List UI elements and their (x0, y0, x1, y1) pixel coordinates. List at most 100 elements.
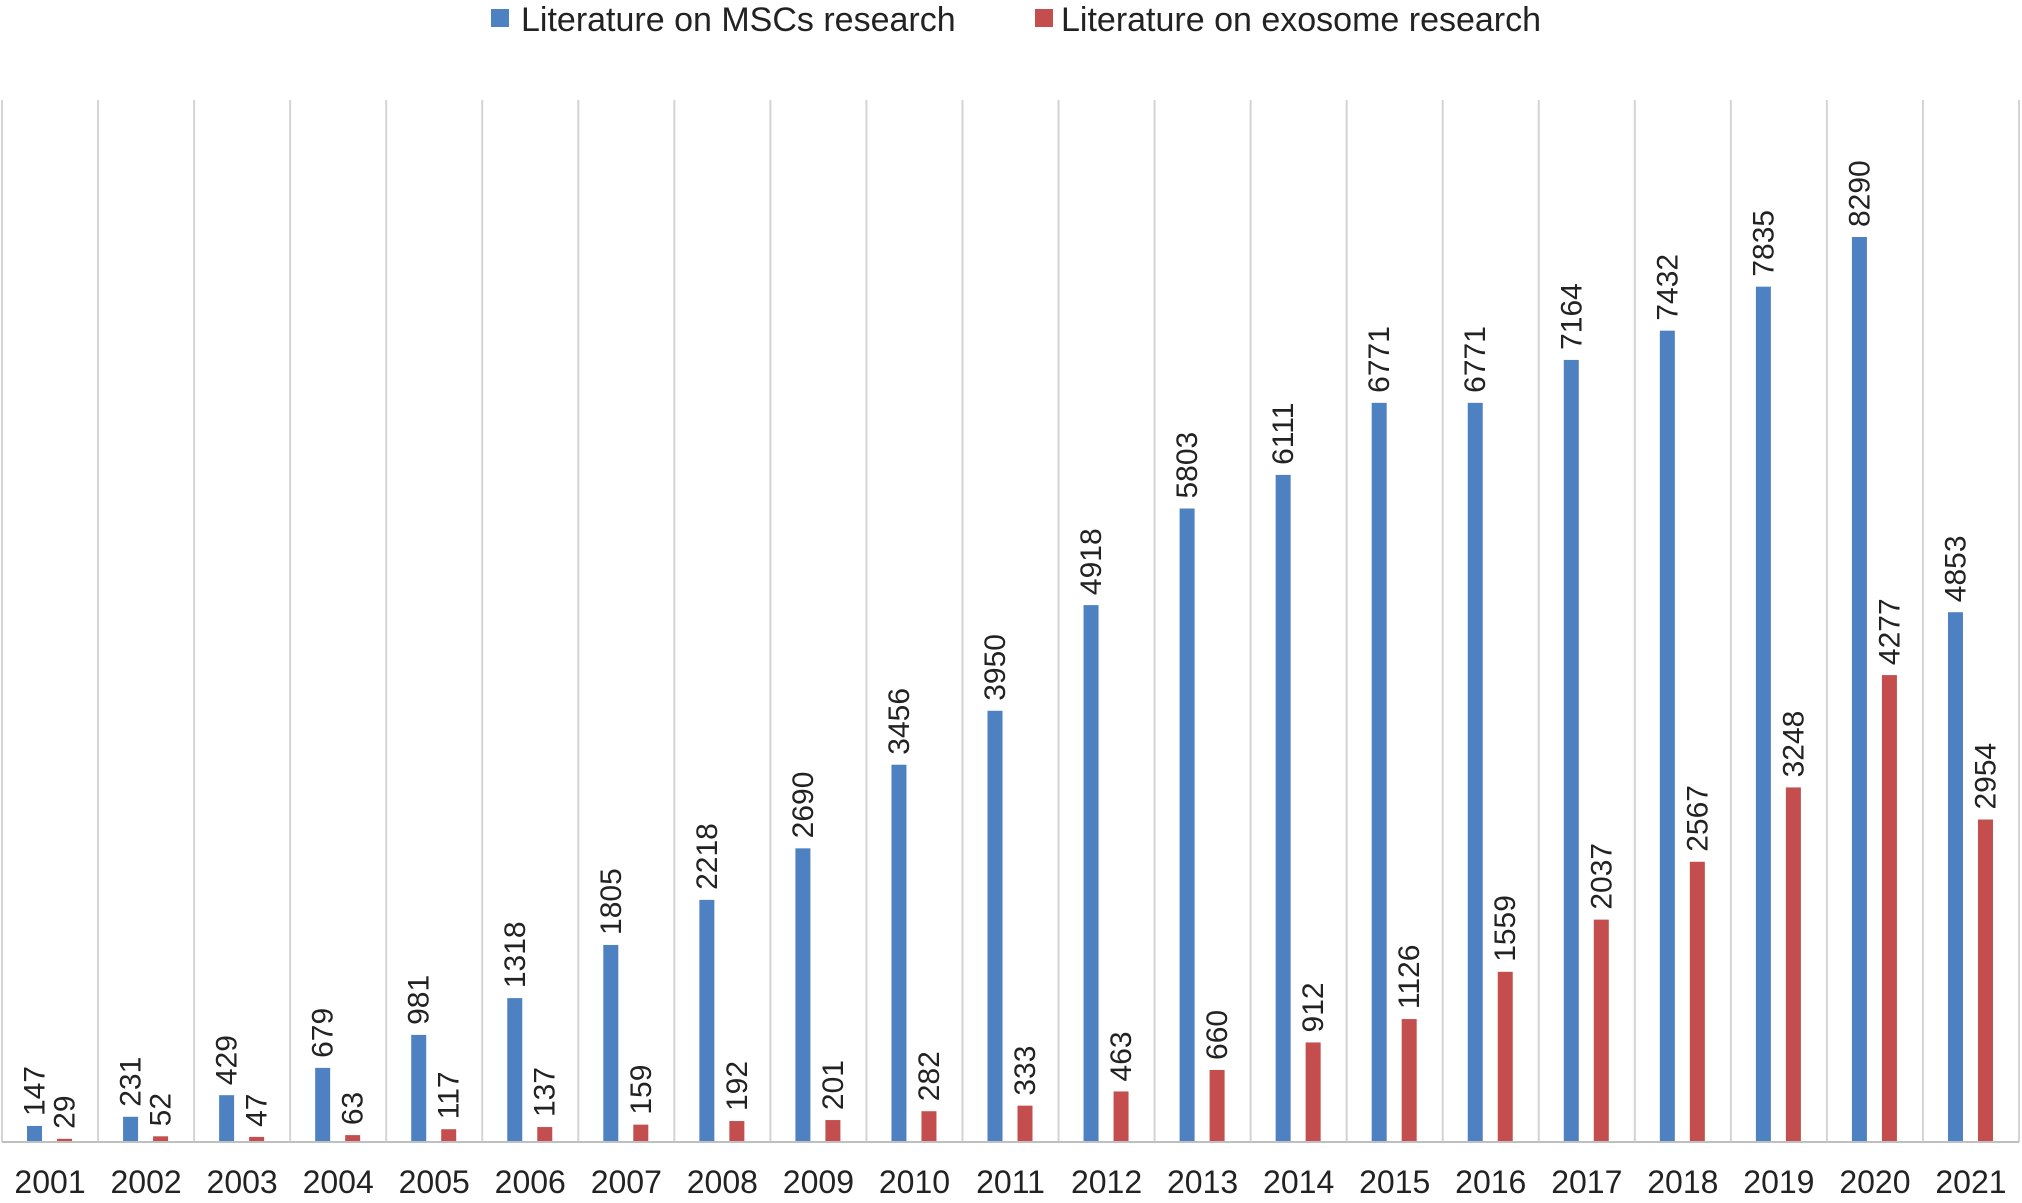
exosome-value-label-2018: 2567 (1681, 785, 1714, 852)
msc-bar-2019 (1755, 286, 1771, 1143)
msc-value-label-2012: 4918 (1075, 528, 1108, 595)
exosome-bar-2012 (1113, 1091, 1129, 1142)
x-tick-label-2008: 2008 (687, 1164, 758, 1200)
x-tick-label-2011: 2011 (976, 1164, 1045, 1200)
msc-bar-2006 (507, 998, 523, 1142)
exosome-value-label-2013: 660 (1201, 1010, 1234, 1060)
msc-bar-2002 (123, 1116, 139, 1142)
exosome-value-label-2010: 282 (913, 1051, 946, 1101)
msc-bar-2020 (1851, 237, 1867, 1142)
msc-bar-2001 (27, 1125, 43, 1142)
exosome-value-label-2006: 137 (529, 1067, 562, 1117)
exosome-value-label-2011: 333 (1009, 1046, 1042, 1096)
msc-value-label-2018: 7432 (1651, 254, 1684, 321)
x-tick-label-2002: 2002 (110, 1164, 181, 1200)
x-tick-label-2007: 2007 (591, 1164, 662, 1200)
exosome-value-label-2007: 159 (625, 1065, 658, 1115)
vertical-gridlines (1, 100, 2020, 1142)
msc-bar-2014 (1275, 474, 1291, 1142)
x-tick-label-2001: 2001 (14, 1164, 85, 1200)
msc-bar-2007 (603, 944, 619, 1142)
x-tick-label-2012: 2012 (1071, 1164, 1142, 1200)
exosome-value-label-2005: 117 (433, 1071, 466, 1119)
x-tick-label-2010: 2010 (879, 1164, 950, 1200)
exosome-value-label-2016: 1559 (1489, 895, 1522, 962)
exosome-value-label-2017: 2037 (1585, 843, 1618, 910)
exosome-bar-2008 (729, 1121, 745, 1142)
msc-value-label-2007: 1805 (595, 868, 628, 935)
msc-value-label-2003: 429 (211, 1035, 244, 1085)
x-tick-label-2020: 2020 (1839, 1164, 1910, 1200)
x-tick-label-2009: 2009 (783, 1164, 854, 1200)
x-tick-label-2018: 2018 (1647, 1164, 1718, 1200)
exosome-bar-2014 (1305, 1042, 1321, 1142)
exosome-bar-2001 (57, 1138, 73, 1142)
msc-value-label-2008: 2218 (691, 823, 724, 890)
exosome-bar-2003 (249, 1136, 265, 1142)
x-tick-label-2017: 2017 (1551, 1164, 1622, 1200)
exosome-bar-2005 (441, 1129, 457, 1142)
x-axis-tick-labels: 2001 2002 2003 2004 2005 2006 2007 2008 2009 2010… (14, 1164, 2006, 1200)
exosome-bar-2013 (1209, 1069, 1225, 1142)
msc-bar-2013 (1179, 508, 1195, 1142)
x-tick-label-2014: 2014 (1263, 1164, 1334, 1200)
exosome-bar-2004 (345, 1135, 361, 1142)
msc-bar-2015 (1371, 402, 1387, 1142)
msc-value-label-2005: 981 (403, 975, 436, 1025)
x-tick-label-2019: 2019 (1743, 1164, 1814, 1200)
msc-value-label-2014: 6111 (1267, 403, 1300, 465)
msc-bar-2016 (1467, 402, 1483, 1142)
msc-bar-2008 (699, 899, 715, 1142)
msc-value-label-2021: 4853 (1939, 535, 1972, 602)
msc-bar-2021 (1947, 612, 1963, 1142)
exosome-bar-2002 (153, 1136, 169, 1142)
exosome-bar-2019 (1785, 787, 1801, 1142)
exosome-bar-2017 (1593, 919, 1609, 1142)
exosome-value-label-2015: 1126 (1393, 945, 1426, 1010)
exosome-bar-2018 (1689, 861, 1705, 1142)
msc-value-label-2015: 6771 (1363, 326, 1396, 393)
msc-value-label-2002: 231 (115, 1057, 148, 1107)
legend-swatch-1 (491, 9, 509, 27)
msc-value-label-2016: 6771 (1459, 326, 1492, 393)
msc-value-label-2017: 7164 (1555, 283, 1588, 350)
msc-value-label-2020: 8290 (1843, 160, 1876, 227)
exosome-value-label-2009: 201 (817, 1060, 850, 1110)
msc-bar-2017 (1563, 359, 1579, 1142)
x-tick-label-2016: 2016 (1455, 1164, 1526, 1200)
msc-value-label-2001: 147 (19, 1066, 52, 1116)
msc-bar-2005 (411, 1034, 427, 1142)
exosome-value-label-2002: 52 (145, 1093, 178, 1126)
exosome-bar-2011 (1017, 1105, 1033, 1142)
x-tick-label-2021: 2021 (1935, 1164, 2006, 1200)
msc-bar-2003 (219, 1095, 235, 1142)
exosome-value-label-2004: 63 (337, 1092, 370, 1125)
exosome-value-label-2021: 2954 (1969, 743, 2002, 810)
msc-bar-2009 (795, 848, 811, 1142)
exosome-bar-2010 (921, 1111, 937, 1142)
exosome-bar-2020 (1881, 675, 1897, 1142)
x-tick-label-2003: 2003 (207, 1164, 278, 1200)
exosome-value-label-2001: 29 (49, 1095, 82, 1128)
chart-legend: Literature on MSCs research Literature on… (491, 1, 1541, 39)
legend-label-2: Literature on exosome research (1061, 1, 1541, 39)
x-tick-label-2004: 2004 (303, 1164, 374, 1200)
exosome-value-label-2012: 463 (1105, 1031, 1138, 1081)
msc-bar-2018 (1659, 330, 1675, 1142)
exosome-bar-2006 (537, 1127, 553, 1142)
exosome-value-label-2020: 4277 (1873, 598, 1906, 665)
exosome-bar-2009 (825, 1120, 841, 1142)
x-tick-label-2015: 2015 (1359, 1164, 1430, 1200)
exosome-value-label-2014: 912 (1297, 982, 1330, 1032)
exosome-bar-2007 (633, 1124, 649, 1142)
exosome-value-label-2008: 192 (721, 1061, 754, 1111)
exosome-value-label-2003: 47 (241, 1093, 274, 1126)
legend-swatch-2 (1035, 9, 1053, 27)
msc-value-label-2013: 5803 (1171, 432, 1204, 499)
msc-bar-2012 (1083, 605, 1099, 1142)
x-tick-label-2006: 2006 (495, 1164, 566, 1200)
exosome-value-label-2019: 3248 (1777, 711, 1810, 778)
msc-value-label-2004: 679 (307, 1008, 340, 1058)
